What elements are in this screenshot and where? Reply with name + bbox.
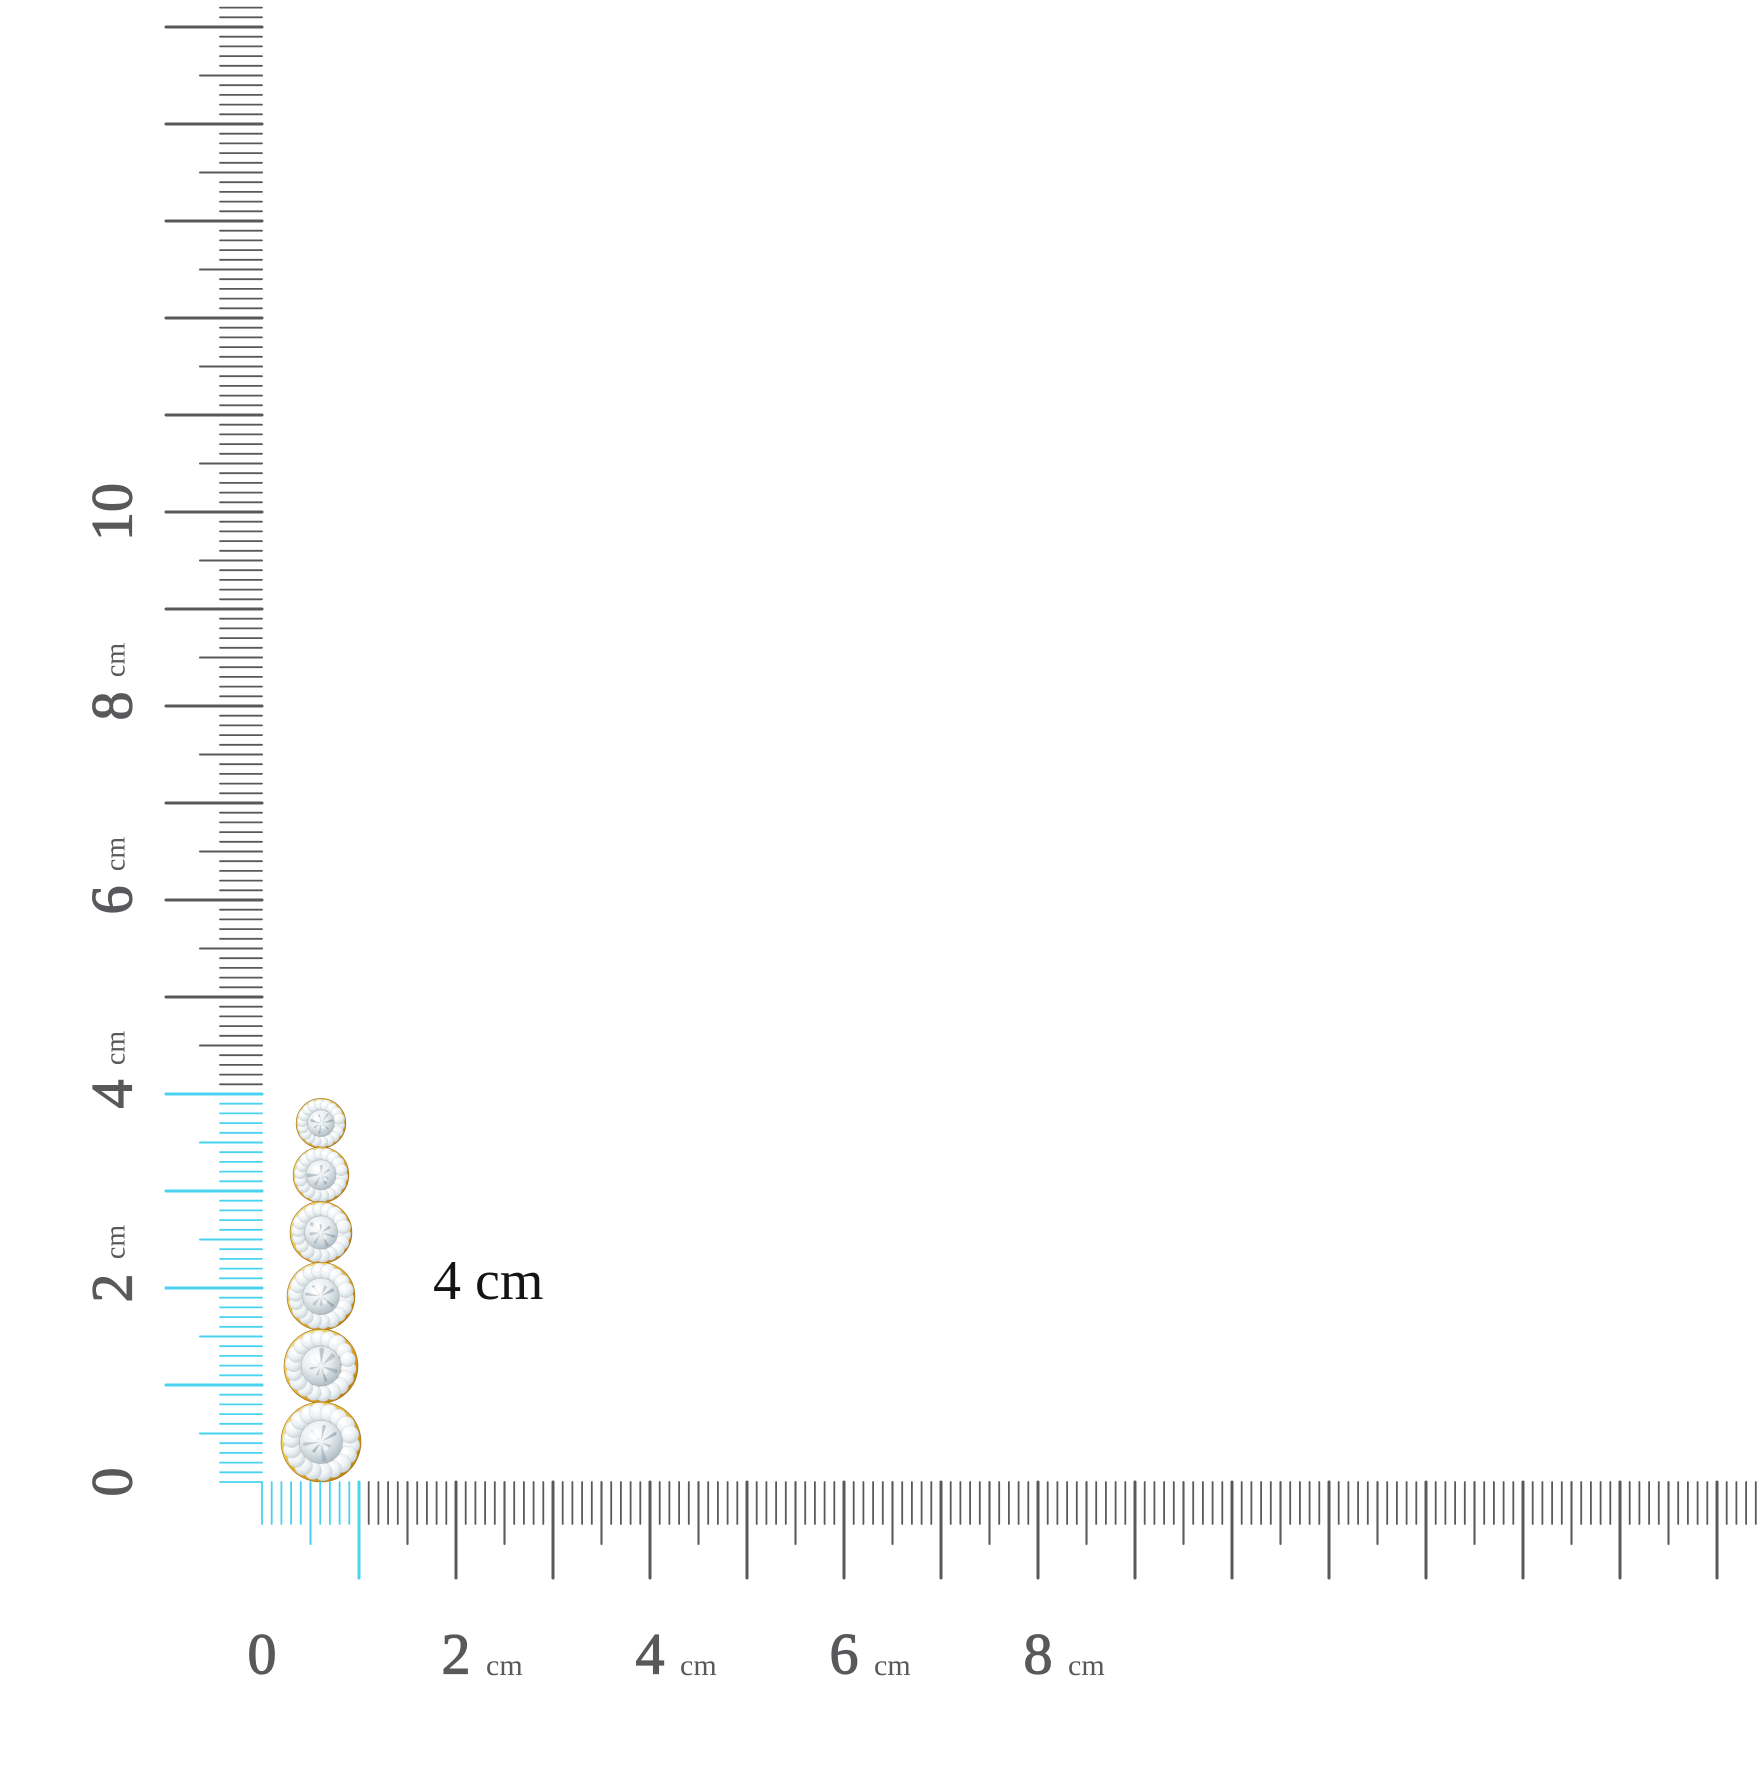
svg-text:cm: cm [100,1225,131,1259]
svg-text:0: 0 [248,1621,277,1686]
svg-text:6: 6 [830,1621,859,1686]
svg-text:0: 0 [79,1468,144,1497]
svg-text:4: 4 [636,1621,665,1686]
svg-text:6: 6 [79,886,144,915]
svg-text:cm: cm [100,837,131,871]
svg-text:4: 4 [79,1080,144,1109]
svg-text:10: 10 [79,483,144,541]
svg-text:cm: cm [486,1649,523,1682]
svg-text:2: 2 [79,1274,144,1303]
svg-text:4 cm: 4 cm [433,1250,543,1312]
svg-text:cm: cm [100,1031,131,1065]
svg-text:cm: cm [100,643,131,677]
svg-text:cm: cm [874,1649,911,1682]
svg-text:8: 8 [1024,1621,1053,1686]
svg-text:cm: cm [1068,1649,1105,1682]
svg-text:8: 8 [79,692,144,721]
svg-text:2: 2 [442,1621,471,1686]
svg-text:cm: cm [680,1649,717,1682]
